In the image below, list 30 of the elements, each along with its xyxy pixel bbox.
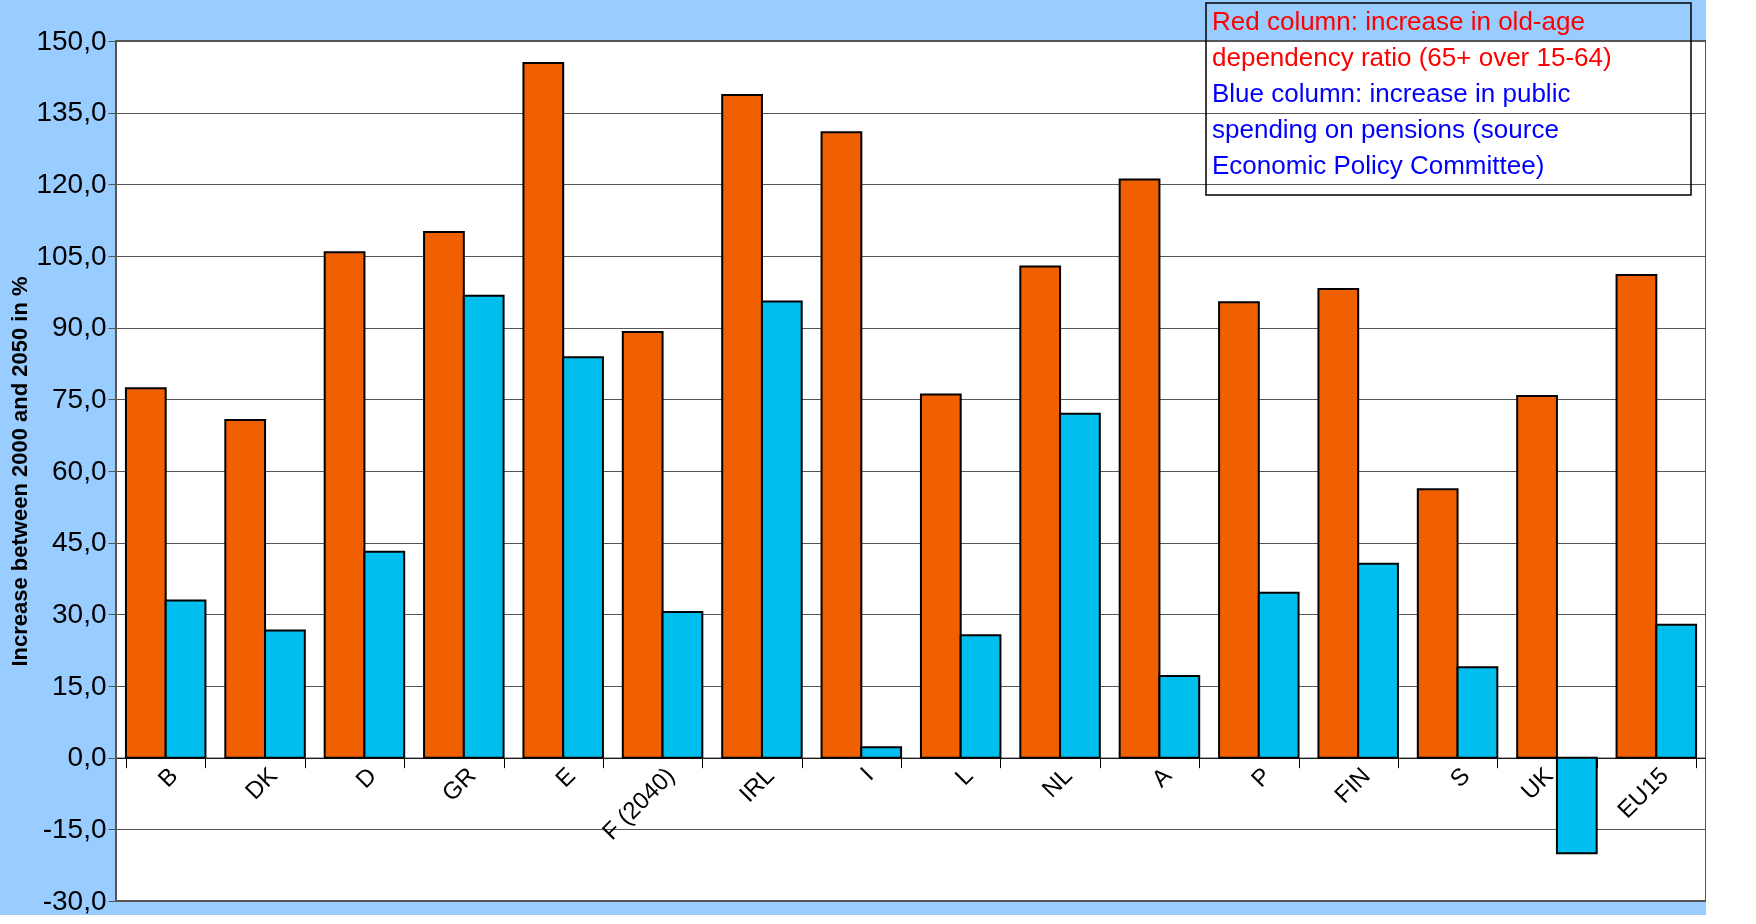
x-tick-label: DK	[239, 761, 283, 805]
y-tick-label: 60,0	[52, 454, 107, 486]
x-tick-label: A	[1146, 761, 1177, 792]
y-tick-label: 90,0	[52, 311, 107, 343]
y-tick-label: 120,0	[36, 167, 107, 199]
x-tick-label: S	[1444, 761, 1475, 792]
x-tick-label: D	[350, 761, 382, 793]
y-tick-label: 45,0	[52, 526, 107, 558]
x-tick-label: FIN	[1328, 761, 1376, 808]
x-tick-label: UK	[1515, 761, 1558, 805]
x-tick-label: NL	[1036, 761, 1078, 803]
annotation: Blue column: increase in public spending on pensions (source Economic Policy Committee)	[1212, 78, 1571, 180]
annotation: Red column: increase in old-age dependency ratio (65+ over 15-64)	[1212, 6, 1612, 72]
y-tick-label: 15,0	[52, 669, 107, 701]
y-axis-title: Increase between 2000 and 2050 in %	[7, 276, 33, 667]
x-tick-label: L	[949, 761, 978, 791]
x-tick-label: IRL	[733, 761, 779, 808]
y-tick-label: 30,0	[52, 597, 107, 629]
x-tick-label: I	[854, 761, 879, 786]
y-tick-label: 105,0	[36, 239, 107, 271]
y-tick-label: -15,0	[42, 812, 107, 844]
x-tick-label: B	[152, 761, 183, 792]
y-tick-label: -30,0	[42, 884, 107, 916]
y-tick-label: 135,0	[36, 96, 107, 128]
y-tick-label: 0,0	[67, 741, 107, 773]
x-tick-label: P	[1245, 761, 1276, 792]
y-tick-label: 75,0	[52, 382, 107, 414]
x-tick-label: GR	[436, 761, 481, 807]
x-tick-label: E	[549, 761, 581, 792]
y-tick-label: 150,0	[36, 24, 107, 56]
